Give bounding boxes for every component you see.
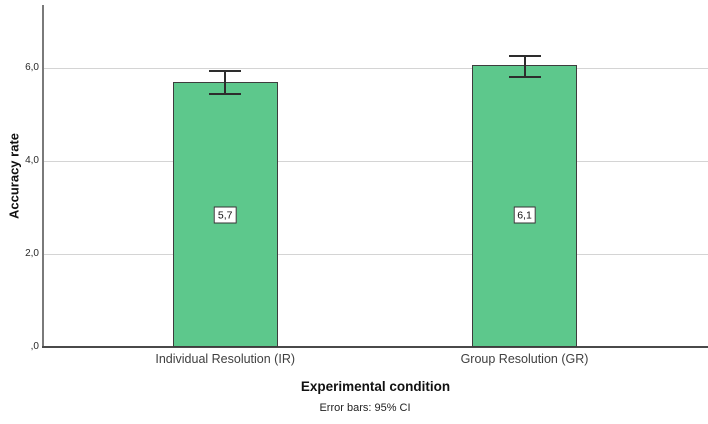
x-axis-title: Experimental condition (300, 379, 451, 394)
error-bar-bottom-cap (209, 92, 242, 95)
bar (472, 64, 577, 347)
gridline (43, 253, 708, 255)
error-bar-bottom-cap (508, 75, 541, 78)
y-axis-line (42, 5, 44, 347)
x-category-label: Individual Resolution (IR) (155, 352, 296, 366)
bar-value-label: 6,1 (513, 206, 536, 224)
y-tick-label: 2,0 (25, 247, 39, 259)
bar-value-label: 5,7 (213, 206, 237, 224)
y-axis-title: Accuracy rate (6, 133, 22, 219)
error-bars-footnote: Error bars: 95% CI (319, 402, 411, 414)
gridline (43, 160, 708, 162)
gridline (43, 67, 708, 69)
error-bar-top-cap (209, 70, 242, 73)
y-tick-label: 4,0 (25, 154, 39, 166)
y-tick-label: 6,0 (25, 61, 39, 73)
error-bar-line (523, 54, 526, 78)
x-axis-line (42, 346, 708, 348)
error-bar-line (224, 70, 227, 95)
y-tick-label: ,0 (30, 341, 39, 352)
x-category-label: Group Resolution (GR) (460, 352, 589, 366)
error-bar-top-cap (508, 54, 541, 57)
